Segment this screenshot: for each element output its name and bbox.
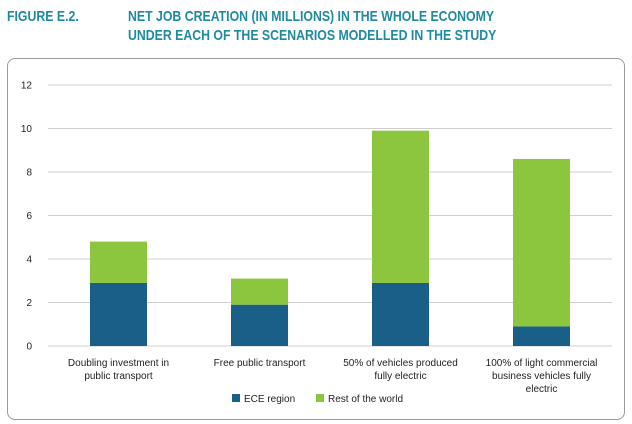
category-label: 50% of vehicles produced bbox=[343, 358, 458, 369]
category-label: Free public transport bbox=[214, 358, 306, 369]
category-label: fully electric bbox=[374, 371, 426, 382]
bar-rest-of-world-3 bbox=[372, 130, 429, 283]
bar-ece-region-4 bbox=[513, 326, 570, 346]
bar-rest-of-world-1 bbox=[90, 241, 147, 283]
y-tick-label: 4 bbox=[26, 255, 32, 266]
category-label: business vehicles fully bbox=[492, 371, 591, 382]
bar-ece-region-3 bbox=[372, 282, 429, 346]
y-tick-label: 8 bbox=[26, 168, 32, 179]
legend: ECE region Rest of the world bbox=[232, 394, 403, 405]
y-tick-label: 12 bbox=[21, 81, 33, 92]
bar-rest-of-world-4 bbox=[513, 158, 570, 327]
bar-ece-region-2 bbox=[231, 304, 288, 346]
y-tick-label: 0 bbox=[26, 342, 32, 353]
y-axis-ticks: 0 2 4 6 8 10 12 bbox=[21, 81, 33, 353]
category-label: electric bbox=[526, 384, 558, 395]
legend-item-ece-region-label: ECE region bbox=[244, 394, 295, 405]
legend-item-rest-of-world-swatch bbox=[316, 394, 324, 402]
figure-title-line-1: NET JOB CREATION (IN MILLIONS) IN THE WH… bbox=[128, 8, 495, 25]
legend-item-rest-of-world-label: Rest of the world bbox=[328, 394, 403, 405]
figure-title-line-2: UNDER EACH OF THE SCENARIOS MODELLED IN … bbox=[128, 27, 497, 44]
category-label: 100% of light commercial bbox=[486, 358, 598, 369]
category-label: public transport bbox=[84, 371, 153, 382]
y-tick-label: 10 bbox=[21, 124, 33, 135]
figure-label: FIGURE E.2. bbox=[7, 8, 79, 25]
figure-heading: FIGURE E.2. NET JOB CREATION (IN MILLION… bbox=[0, 4, 632, 44]
category-label: Doubling investment in bbox=[68, 358, 169, 369]
bar-ece-region-1 bbox=[90, 282, 147, 346]
bars bbox=[90, 130, 570, 346]
y-tick-label: 2 bbox=[26, 298, 32, 309]
bar-rest-of-world-2 bbox=[231, 278, 288, 305]
category-labels: Doubling investment in public transport Fr… bbox=[68, 358, 597, 395]
chart-frame bbox=[7, 58, 625, 420]
y-tick-label: 6 bbox=[26, 211, 32, 222]
legend-item-ece-region-swatch bbox=[232, 394, 240, 402]
